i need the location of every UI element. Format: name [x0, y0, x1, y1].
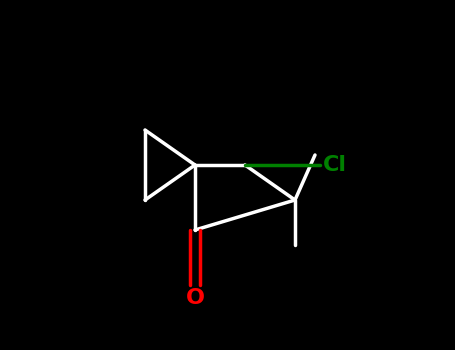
Text: Cl: Cl [323, 155, 347, 175]
Text: O: O [186, 288, 204, 308]
